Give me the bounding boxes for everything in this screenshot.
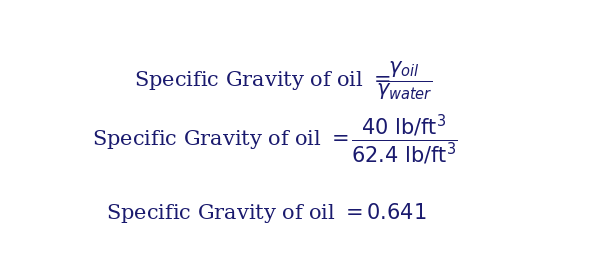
- Text: Specific Gravity of oil $= 0.641$: Specific Gravity of oil $= 0.641$: [107, 201, 427, 225]
- Text: Specific Gravity of oil $=$: Specific Gravity of oil $=$: [134, 69, 390, 92]
- Text: Specific Gravity of oil $=$: Specific Gravity of oil $=$: [92, 128, 349, 151]
- Text: $\dfrac{\gamma_{oil}}{\gamma_{water}}$: $\dfrac{\gamma_{oil}}{\gamma_{water}}$: [376, 59, 433, 102]
- Text: $\dfrac{40\ \rm{lb/ft}^3}{62.4\ \rm{lb/ft}^3}$: $\dfrac{40\ \rm{lb/ft}^3}{62.4\ \rm{lb/f…: [351, 112, 458, 167]
